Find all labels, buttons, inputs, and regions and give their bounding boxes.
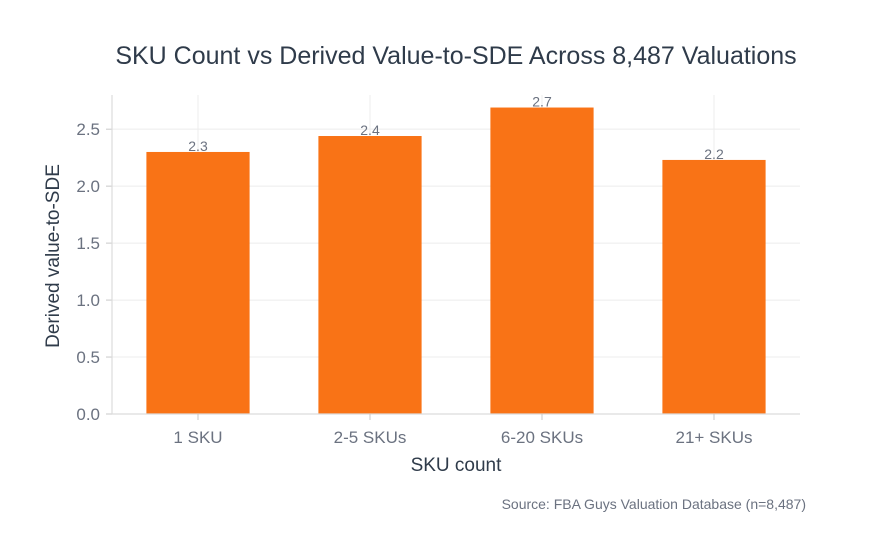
- x-tick-label: 21+ SKUs: [675, 428, 752, 447]
- data-label: 2.7: [532, 94, 552, 110]
- bar: [318, 136, 422, 414]
- y-tick-label: 0.5: [76, 348, 100, 367]
- y-tick-label: 2.5: [76, 120, 100, 139]
- y-tick-label: 2.0: [76, 177, 100, 196]
- x-axis-label: SKU count: [411, 455, 503, 476]
- y-tick-label: 1.0: [76, 291, 100, 310]
- y-tick-label: 0.0: [76, 405, 100, 424]
- bar: [490, 107, 594, 415]
- x-tick-label: 6-20 SKUs: [501, 428, 583, 447]
- data-label: 2.2: [704, 146, 724, 162]
- source-note: Source: FBA Guys Valuation Database (n=8…: [502, 496, 806, 512]
- y-axis-label: Derived value-to-SDE: [43, 164, 64, 348]
- bar: [662, 159, 766, 414]
- chart-title: SKU Count vs Derived Value-to-SDE Across…: [115, 42, 796, 70]
- data-label: 2.4: [360, 122, 380, 138]
- bar-layer: 2.3 2.4 2.7 2.2: [146, 94, 766, 415]
- bar: [146, 151, 250, 414]
- data-label: 2.3: [188, 138, 208, 154]
- x-tick-label: 2-5 SKUs: [334, 428, 407, 447]
- y-tick-label: 1.5: [76, 234, 100, 253]
- x-tick-label: 1 SKU: [173, 428, 222, 447]
- axis-layer: 0.0 0.5 1.0 1.5 2.0 2.5 1 SKU 2-5 SKUs 6-20 SKUs…: [76, 95, 800, 447]
